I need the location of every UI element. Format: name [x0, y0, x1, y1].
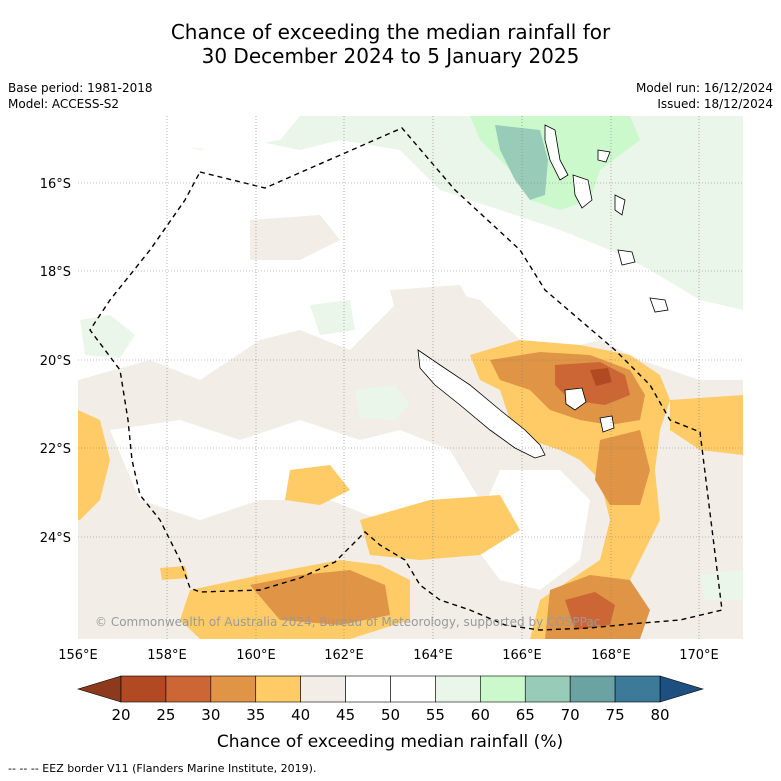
issued-text: Issued: 18/12/2024: [657, 97, 773, 111]
colorbar-swatch: [120, 675, 167, 703]
lat-label: 24°S: [40, 531, 71, 546]
lon-label: 168°E: [591, 648, 631, 663]
colorbar-tick-label: 55: [426, 706, 445, 724]
colorbar-swatch: [480, 675, 526, 703]
lat-label: 18°S: [40, 265, 71, 280]
colorbar-swatch: [435, 675, 481, 703]
lon-label: 166°E: [502, 648, 542, 663]
lon-labels: 156°E 158°E 160°E 162°E 164°E 166°E 168°…: [58, 648, 719, 663]
lat-labels: 16°S 18°S 20°S 22°S 24°S: [40, 177, 71, 546]
colorbar-swatch: [210, 675, 257, 703]
colorbar-extend-low: [76, 675, 122, 703]
meta-right: Model run: 16/12/2024 Issued: 18/12/2024: [636, 80, 773, 112]
map-field: [78, 116, 743, 639]
lon-label: 158°E: [147, 648, 187, 663]
colorbar-label: Chance of exceeding median rainfall (%): [217, 732, 563, 752]
colorbar-tick-label: 50: [381, 706, 400, 724]
colorbar-swatch: [165, 675, 212, 703]
colorbar-tick-label: 25: [156, 706, 175, 724]
colorbar-tick-label: 45: [336, 706, 355, 724]
graticule: [78, 116, 743, 639]
eez-border: [89, 127, 723, 631]
model-text: Model: ACCESS-S2: [8, 97, 120, 111]
model-run-text: Model run: 16/12/2024: [635, 81, 773, 95]
colorbar: 20 25 30 35 40 45 50 55 60 65 70 75 80: [76, 675, 705, 724]
colorbar-tick-label: 30: [201, 706, 220, 724]
colorbar-tick-label: 20: [111, 706, 130, 724]
lat-label: 16°S: [40, 177, 71, 192]
colorbar-tick-label: 75: [606, 706, 625, 724]
colorbar-swatch: [524, 675, 571, 703]
map-title-line1: Chance of exceeding the median rainfall …: [170, 20, 611, 44]
colorbar-swatch: [390, 675, 436, 703]
colorbar-tick-label: 35: [246, 706, 265, 724]
colorbar-swatch: [255, 675, 301, 703]
meta-left: Base period: 1981-2018 Model: ACCESS-S2: [8, 80, 153, 112]
colorbar-tick-label: 65: [516, 706, 535, 724]
map-title-line2: 30 December 2024 to 5 January 2025: [201, 44, 580, 68]
colorbar-swatch: [345, 675, 391, 703]
colorbar-tick-label: 60: [471, 706, 490, 724]
copyright-text: © Commonwealth of Australia 2024, Bureau…: [95, 615, 600, 629]
lon-label: 164°E: [413, 648, 453, 663]
colorbar-swatch: [569, 675, 616, 703]
colorbar-extend-high: [659, 675, 705, 703]
lon-label: 156°E: [58, 648, 98, 663]
colorbar-tick-label: 70: [561, 706, 580, 724]
lat-label: 20°S: [40, 354, 71, 369]
colorbar-swatch: [300, 675, 346, 703]
footer-note: -- -- -- EEZ border V11 (Flanders Marine…: [8, 762, 317, 775]
base-period-text: Base period: 1981-2018: [8, 81, 153, 95]
colorbar-tick-label: 40: [291, 706, 310, 724]
colorbar-tick-label: 80: [650, 706, 669, 724]
lon-label: 160°E: [236, 648, 276, 663]
lon-label: 170°E: [679, 648, 719, 663]
lon-label: 162°E: [324, 648, 364, 663]
lat-label: 22°S: [40, 442, 71, 457]
colorbar-swatch: [614, 675, 661, 703]
